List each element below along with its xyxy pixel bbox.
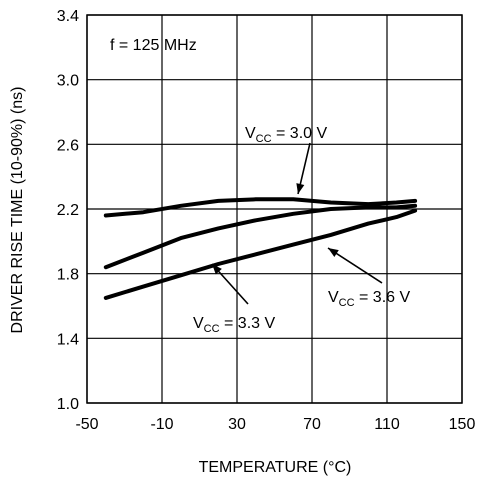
x-tick-label: 70 [303, 416, 321, 433]
condition-label: f = 125 MHz [110, 37, 197, 54]
grid-lines [86, 14, 463, 404]
x-tick-label: 150 [449, 416, 476, 433]
x-tick-label: -50 [75, 416, 98, 433]
arrow-3v0-head [296, 183, 305, 194]
y-tick-label: 1.4 [57, 331, 79, 348]
series-label-3v3: VCC = 3.3 V [193, 315, 275, 335]
arrow-3v3-head [212, 264, 222, 275]
y-tick-label: 3.0 [57, 73, 79, 90]
x-tick-label: 30 [228, 416, 246, 433]
y-tick-label: 1.8 [57, 267, 79, 284]
series-line-2 [103, 208, 418, 300]
annotation-arrows [211, 142, 383, 305]
y-tick-label: 2.6 [57, 137, 79, 154]
series-line-0 [103, 197, 418, 218]
arrow-3v6-head [328, 248, 339, 257]
x-tick-label: 110 [374, 416, 400, 433]
series-lines [103, 197, 418, 300]
x-tick-labels: -50 -10 30 70 110 150 [75, 416, 475, 433]
y-axis-title: DRIVER RISE TIME (10-90%) (ns) [9, 87, 26, 334]
y-tick-label: 3.4 [57, 8, 79, 25]
series-label-3v6: VCC = 3.6 V [328, 289, 410, 309]
x-tick-label: -10 [150, 416, 173, 433]
y-tick-label: 2.2 [57, 202, 79, 219]
plot-frame [86, 14, 463, 404]
x-axis-title: TEMPERATURE (°C) [199, 459, 352, 476]
arrow-3v6 [327, 247, 383, 284]
series-line-1 [103, 203, 418, 270]
y-tick-labels: 1.0 1.4 1.8 2.2 2.6 3.0 3.4 [57, 8, 79, 413]
y-tick-label: 1.0 [57, 396, 79, 413]
series-label-3v0: VCC = 3.0 V [245, 125, 327, 145]
